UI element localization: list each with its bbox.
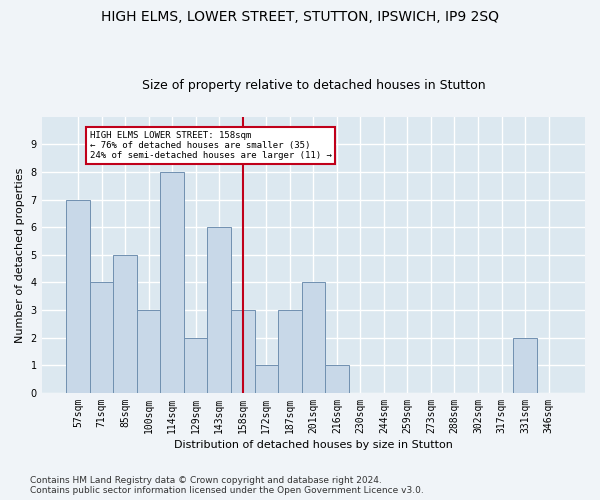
Bar (302, 282, 325, 393)
Text: Contains HM Land Registry data © Crown copyright and database right 2024.
Contai: Contains HM Land Registry data © Crown c… (30, 476, 424, 495)
Bar (67, 200, 90, 393)
Bar (325, 366, 349, 393)
Bar (184, 338, 208, 393)
Bar (254, 366, 278, 393)
Bar (137, 310, 160, 393)
Bar (90, 282, 113, 393)
Bar (231, 310, 254, 393)
Text: HIGH ELMS, LOWER STREET, STUTTON, IPSWICH, IP9 2SQ: HIGH ELMS, LOWER STREET, STUTTON, IPSWIC… (101, 10, 499, 24)
Bar (513, 338, 537, 393)
Bar (278, 310, 302, 393)
Text: HIGH ELMS LOWER STREET: 158sqm
← 76% of detached houses are smaller (35)
24% of : HIGH ELMS LOWER STREET: 158sqm ← 76% of … (90, 130, 332, 160)
Bar (160, 172, 184, 393)
Y-axis label: Number of detached properties: Number of detached properties (15, 167, 25, 342)
X-axis label: Distribution of detached houses by size in Stutton: Distribution of detached houses by size … (174, 440, 453, 450)
Bar (208, 227, 231, 393)
Title: Size of property relative to detached houses in Stutton: Size of property relative to detached ho… (142, 79, 485, 92)
Bar (113, 255, 137, 393)
